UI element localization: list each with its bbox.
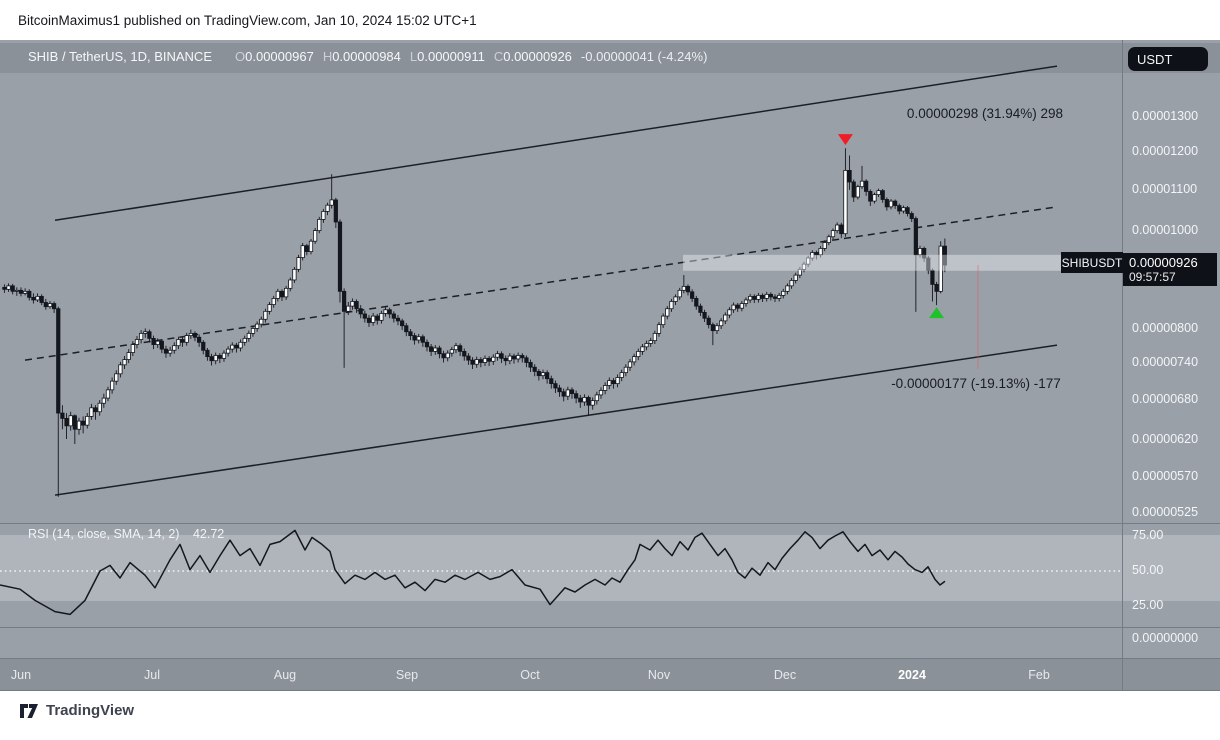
time-axis-label: Jun [10,668,32,682]
ticker-price-label-tag: SHIBUSDT [1061,252,1123,273]
time-axis-label: Feb [1028,668,1050,682]
price-tick-label: 0.00000620 [1132,432,1199,447]
rsi-value: 42.72 [192,527,225,541]
zero-scale-label: 0.00000000 [1132,631,1199,645]
lower-measure-annotation: -0.00000177 (-19.13%) -177 [891,376,1061,391]
rsi-tick-label: 50.00 [1132,563,1164,577]
last-price-value: 0.00000926 [1129,255,1198,270]
rsi-legend[interactable]: RSI (14, close, SMA, 14, 2) 42.72 [28,527,224,541]
time-axis-label: Nov [647,668,671,682]
time-axis-label: Sep [395,668,419,682]
upper-measure-annotation: 0.00000298 (31.94%) 298 [906,106,1064,121]
price-tick-label: 0.00000800 [1132,321,1199,335]
price-tick-label: 0.00001100 [1132,181,1198,196]
price-tick-label: 0.00000570 [1132,469,1199,484]
price-tick-label: 0.00001000 [1132,223,1199,238]
chart-background[interactable] [0,40,1220,690]
pane-separator [0,658,1220,659]
tradingview-logo-icon [20,703,38,718]
symbol-title: SHIB / TetherUS, 1D, BINANCE [28,49,212,64]
rsi-overbought-oversold-band [0,535,1220,601]
time-axis-label: Aug [273,668,297,682]
symbol-legend[interactable]: SHIB / TetherUS, 1D, BINANCE O0.00000967… [28,49,707,64]
time-axis-label: Jul [144,668,160,682]
time-axis-label: Oct [520,668,540,682]
attribution-text: BitcoinMaximus1 published on TradingView… [18,13,477,28]
price-tick-label: 0.00000740 [1132,355,1199,370]
tradingview-logo-text: TradingView [46,702,135,719]
time-axis-strip[interactable] [0,658,1220,690]
ohlc-close: C0.00000926 [493,49,572,64]
time-axis-label: 2024 [898,668,926,682]
price-tick-label: 0.00001200 [1132,143,1199,158]
currency-badge[interactable]: USDT [1128,47,1208,71]
ohlc-change: -0.00000041 (-4.24%) [580,49,708,64]
chart-title-strip [0,43,1220,73]
price-tick-label: 0.00000680 [1132,392,1199,407]
price-tick-label: 0.00000525 [1132,505,1199,520]
pane-separator [0,690,1220,691]
ohlc-high: H0.00000984 [322,49,401,64]
ohlc-open: O0.00000967 [235,49,314,64]
price-axis-separator [1122,40,1123,690]
tradingview-footer[interactable]: TradingView [20,702,134,719]
ohlc-low: L0.00000911 [409,49,485,64]
pane-separator[interactable] [0,523,1220,524]
last-price-box: 0.00000926 09:57:57 [1123,253,1217,286]
price-tick-label: 0.00001300 [1132,108,1199,123]
time-axis-label: Dec [773,668,797,682]
rsi-label: RSI (14, close, SMA, 14, 2) [28,527,180,541]
rsi-tick-label: 25.00 [1132,598,1164,612]
pane-separator[interactable] [0,627,1220,628]
rsi-tick-label: 75.00 [1132,528,1164,542]
bar-countdown: 09:57:57 [1129,270,1176,284]
